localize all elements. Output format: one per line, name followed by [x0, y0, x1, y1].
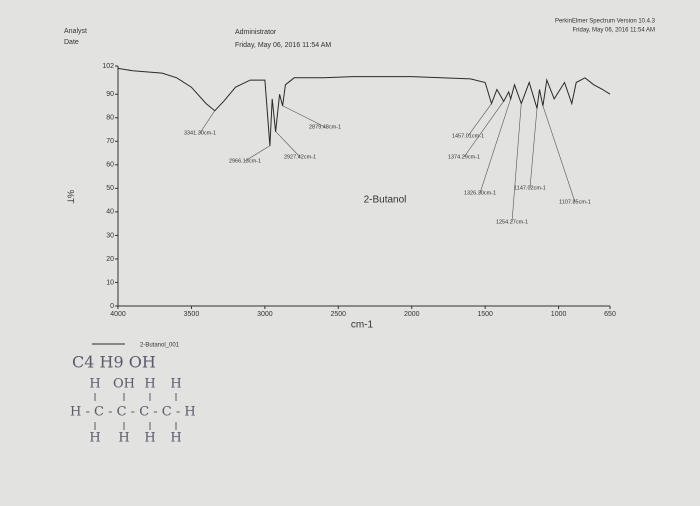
- operator: Administrator: [235, 29, 277, 36]
- peak-leader: [511, 103, 522, 223]
- date-label: Date: [64, 39, 79, 46]
- top-atom: H: [89, 377, 100, 392]
- x-tick-label: 3000: [257, 311, 273, 318]
- software-date: Friday, May 06, 2016 11:54 AM: [573, 28, 656, 34]
- y-axis-label: %T: [66, 190, 76, 204]
- x-tick-label: 1000: [551, 311, 567, 318]
- top-atom: H: [170, 377, 181, 392]
- y-tick-label: 10: [106, 279, 114, 286]
- peak-label: 3341.30cm-1: [184, 130, 216, 136]
- top-atom: OH: [113, 377, 135, 392]
- legend-label: 2-Butanol_001: [140, 343, 180, 349]
- analyst-label: Analyst: [64, 28, 87, 35]
- bonds: [94, 393, 177, 430]
- peak-label: 1147.02cm-1: [514, 185, 546, 191]
- x-tick-label: 1500: [477, 311, 493, 318]
- peak-leader: [463, 101, 504, 158]
- bottom-atom: H: [144, 431, 155, 446]
- y-tick-label: 30: [106, 232, 114, 239]
- peak-label: 1254.27cm-1: [496, 219, 528, 225]
- x-tick-label: 650: [604, 311, 616, 318]
- peak-label: 1457.01cm-1: [452, 133, 484, 139]
- peak-label: 1326.30cm-1: [464, 190, 496, 196]
- top-atom: H: [144, 377, 155, 392]
- peak-leader: [199, 110, 215, 134]
- peak-leader: [244, 145, 270, 162]
- bottom-atom: H: [118, 431, 129, 446]
- spectrum-title: 2-Butanol: [364, 195, 407, 206]
- peak-label: 2927.42cm-1: [284, 154, 316, 160]
- chain: H - C - C - C - C - H: [70, 405, 196, 420]
- peak-leader: [467, 103, 492, 137]
- y-tick-label: 40: [106, 209, 114, 216]
- x-tick-label: 2000: [404, 311, 420, 318]
- peak-leader: [275, 131, 301, 158]
- bottom-atom: H: [89, 431, 100, 446]
- formula: C4 H9 OH: [72, 353, 156, 372]
- peak-leader: [529, 108, 538, 189]
- x-axis-label: cm-1: [351, 320, 374, 331]
- y-tick-label: 60: [106, 162, 114, 169]
- y-tick-label: 102: [102, 63, 114, 70]
- y-tick-label: 0: [110, 303, 114, 310]
- bottom-atom: H: [170, 431, 181, 446]
- y-tick-label: 50: [106, 185, 114, 192]
- peak-label: 1107.85cm-1: [559, 199, 591, 205]
- operator-date: Friday, May 06, 2016 11:54 AM: [235, 42, 331, 49]
- software: PerkinElmer Spectrum Version 10.4.3: [555, 19, 656, 25]
- spectrum-line: [117, 67, 611, 147]
- peak-leader: [542, 105, 576, 203]
- y-tick-label: 70: [106, 138, 114, 145]
- peak-label: 2879.48cm-1: [309, 124, 341, 130]
- peak-label: 1374.29cm-1: [448, 154, 480, 160]
- peak-leader: [479, 98, 511, 194]
- x-tick-label: 4000: [110, 311, 126, 318]
- peak-label: 2966.13cm-1: [229, 158, 261, 164]
- y-tick-label: 20: [106, 256, 114, 263]
- peak-leader: [282, 105, 326, 128]
- y-tick-label: 90: [106, 91, 114, 98]
- y-tick-label: 80: [106, 115, 114, 122]
- x-tick-label: 3500: [184, 311, 200, 318]
- x-tick-label: 2500: [331, 311, 347, 318]
